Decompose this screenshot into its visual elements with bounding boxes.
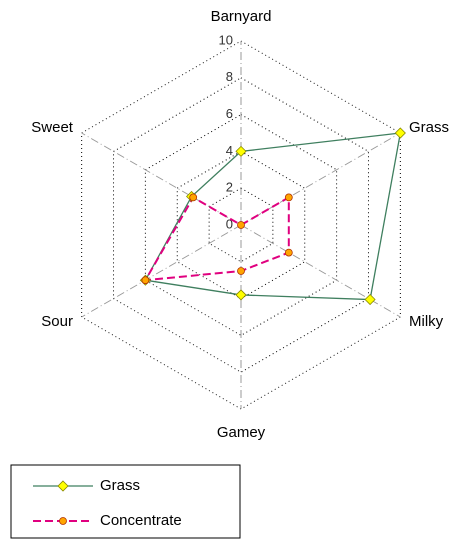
marker <box>189 193 198 202</box>
series-line <box>144 132 402 301</box>
category-label: Milky <box>409 313 444 330</box>
tick: 2 <box>226 180 233 195</box>
legend-label: Grass <box>100 477 140 494</box>
marker <box>237 221 245 229</box>
category-label: Barnyard <box>211 8 272 25</box>
tick: 6 <box>226 106 233 121</box>
spoke <box>240 224 401 318</box>
series-line <box>143 195 290 282</box>
marker <box>237 267 245 275</box>
category-label: Grass <box>409 119 449 136</box>
legend-box <box>10 464 241 539</box>
tick: 8 <box>226 69 233 84</box>
marker <box>235 289 247 301</box>
grid-ring <box>113 77 369 373</box>
marker <box>284 193 293 202</box>
tick: 10 <box>219 32 233 47</box>
legend-label: Concentrate <box>100 512 182 529</box>
category-label: Gamey <box>217 424 266 441</box>
legend-marker <box>57 480 69 492</box>
category-label: Sour <box>41 313 73 330</box>
category-label: Sweet <box>31 119 74 136</box>
spoke <box>81 132 242 226</box>
tick: 0 <box>226 216 233 231</box>
tick: 4 <box>226 143 233 158</box>
marker <box>364 293 376 306</box>
legend-marker <box>59 517 67 525</box>
marker <box>235 145 247 157</box>
marker <box>284 248 293 257</box>
spoke <box>81 224 242 318</box>
marker <box>394 127 406 139</box>
marker <box>141 276 150 285</box>
